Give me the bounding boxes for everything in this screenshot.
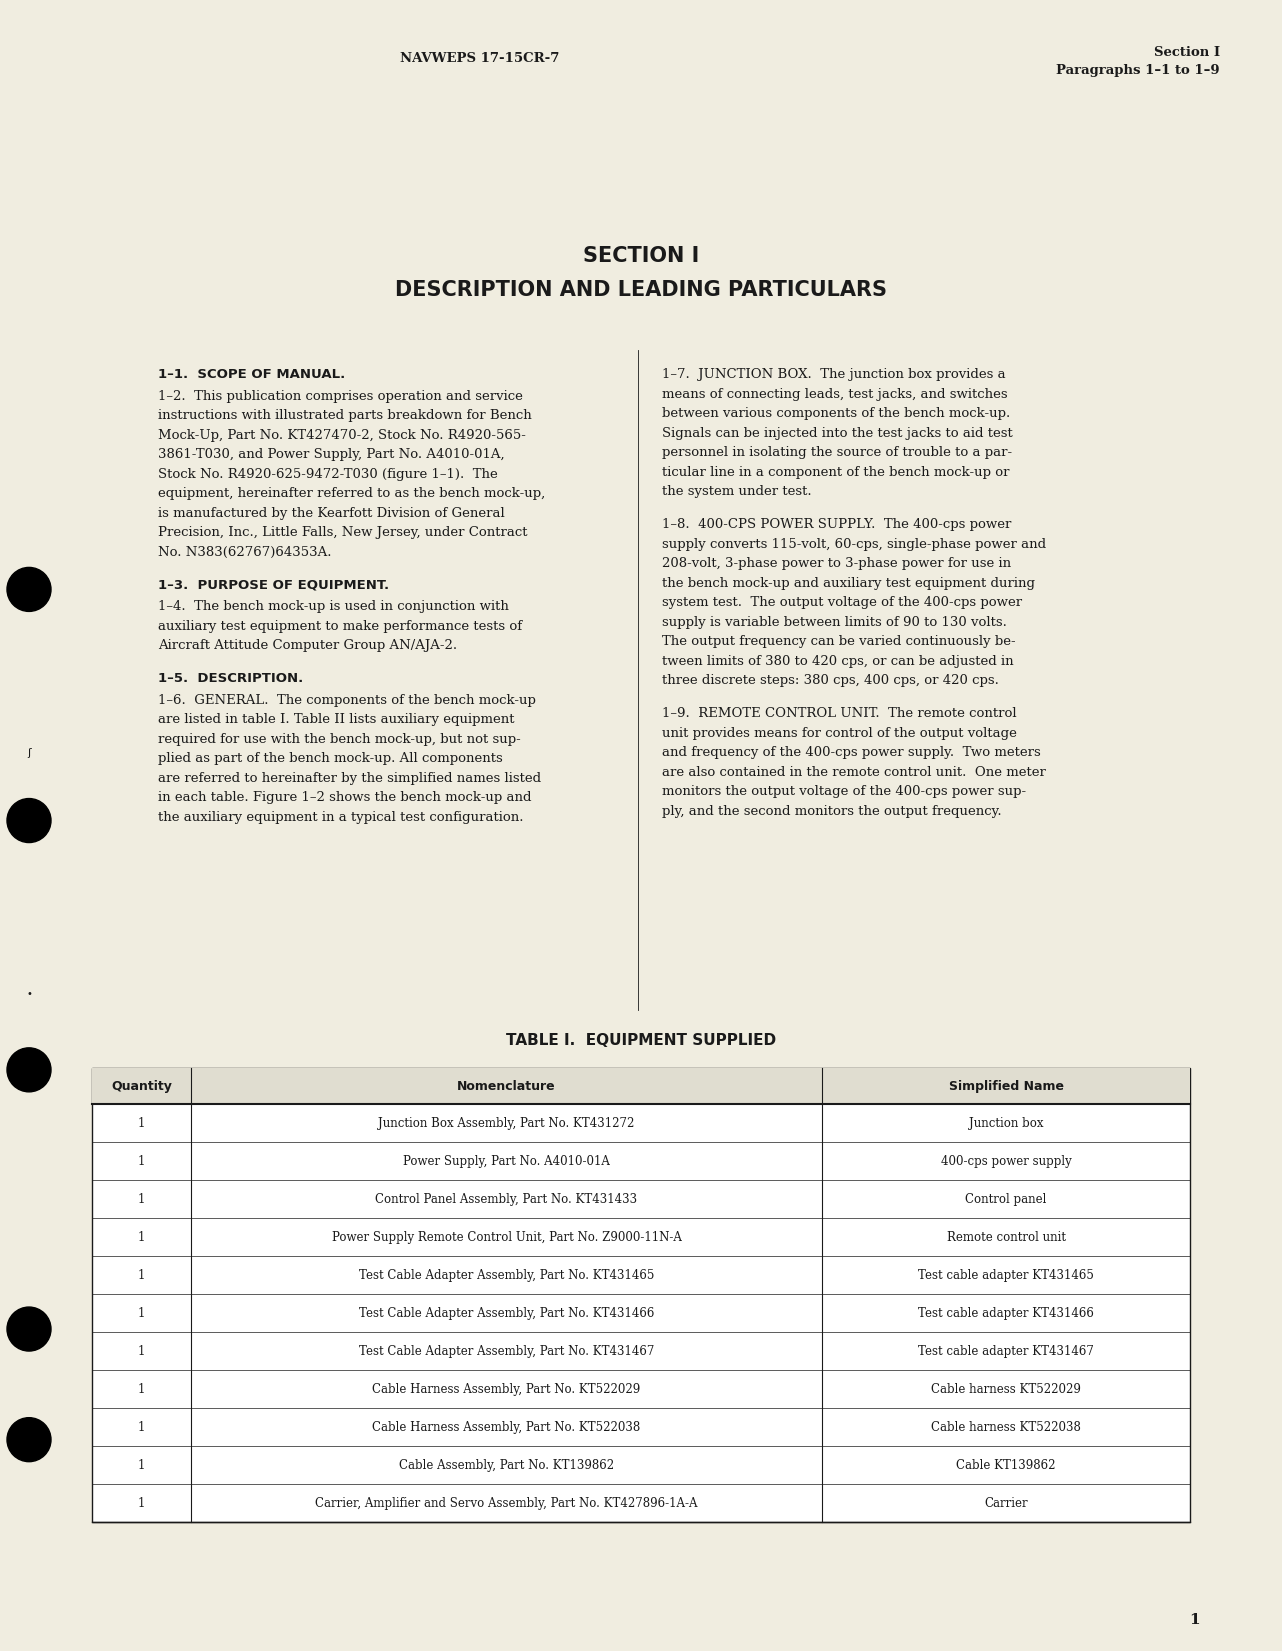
Circle shape — [6, 1308, 51, 1351]
Text: Precision, Inc., Little Falls, New Jersey, under Contract: Precision, Inc., Little Falls, New Jerse… — [158, 527, 527, 538]
Text: 1–3.  PURPOSE OF EQUIPMENT.: 1–3. PURPOSE OF EQUIPMENT. — [158, 578, 390, 591]
Text: SECTION I: SECTION I — [583, 246, 699, 266]
Text: Power Supply Remote Control Unit, Part No. Z9000-11N-A: Power Supply Remote Control Unit, Part N… — [332, 1230, 682, 1243]
Text: the bench mock-up and auxiliary test equipment during: the bench mock-up and auxiliary test equ… — [662, 576, 1035, 589]
Text: Junction box: Junction box — [969, 1116, 1044, 1129]
Text: 1: 1 — [137, 1268, 145, 1281]
Text: Cable Assembly, Part No. KT139862: Cable Assembly, Part No. KT139862 — [399, 1458, 614, 1471]
Text: supply is variable between limits of 90 to 130 volts.: supply is variable between limits of 90 … — [662, 616, 1006, 629]
Text: Quantity: Quantity — [112, 1080, 172, 1093]
Circle shape — [6, 799, 51, 842]
Text: 1: 1 — [137, 1458, 145, 1471]
Text: equipment, hereinafter referred to as the bench mock-up,: equipment, hereinafter referred to as th… — [158, 487, 545, 500]
Text: and frequency of the 400-cps power supply.  Two meters: and frequency of the 400-cps power suppl… — [662, 746, 1041, 759]
Text: TABLE I.  EQUIPMENT SUPPLIED: TABLE I. EQUIPMENT SUPPLIED — [506, 1032, 776, 1047]
Text: 1: 1 — [137, 1496, 145, 1509]
Text: personnel in isolating the source of trouble to a par-: personnel in isolating the source of tro… — [662, 446, 1011, 459]
Text: 1–7.  JUNCTION BOX.  The junction box provides a: 1–7. JUNCTION BOX. The junction box prov… — [662, 368, 1005, 381]
Bar — [92, 1068, 1190, 1105]
Text: Test cable adapter KT431466: Test cable adapter KT431466 — [918, 1306, 1094, 1319]
Text: 1–9.  REMOTE CONTROL UNIT.  The remote control: 1–9. REMOTE CONTROL UNIT. The remote con… — [662, 707, 1017, 720]
Text: is manufactured by the Kearfott Division of General: is manufactured by the Kearfott Division… — [158, 507, 505, 520]
Text: between various components of the bench mock-up.: between various components of the bench … — [662, 408, 1010, 419]
Text: Control panel: Control panel — [965, 1192, 1047, 1205]
Text: Test cable adapter KT431467: Test cable adapter KT431467 — [918, 1344, 1094, 1357]
Text: 1: 1 — [137, 1382, 145, 1395]
Text: system test.  The output voltage of the 400-cps power: system test. The output voltage of the 4… — [662, 596, 1022, 609]
Text: Simplified Name: Simplified Name — [949, 1080, 1064, 1093]
Text: NAVWEPS 17-15CR-7: NAVWEPS 17-15CR-7 — [400, 51, 560, 64]
Text: DESCRIPTION AND LEADING PARTICULARS: DESCRIPTION AND LEADING PARTICULARS — [395, 281, 887, 300]
Bar — [92, 1068, 1190, 1522]
Text: ʃ: ʃ — [27, 748, 31, 758]
Text: ply, and the second monitors the output frequency.: ply, and the second monitors the output … — [662, 804, 1001, 817]
Text: the auxiliary equipment in a typical test configuration.: the auxiliary equipment in a typical tes… — [158, 811, 523, 824]
Text: Mock-Up, Part No. KT427470-2, Stock No. R4920-565-: Mock-Up, Part No. KT427470-2, Stock No. … — [158, 429, 526, 441]
Text: 1–1.  SCOPE OF MANUAL.: 1–1. SCOPE OF MANUAL. — [158, 368, 345, 381]
Text: required for use with the bench mock-up, but not sup-: required for use with the bench mock-up,… — [158, 733, 520, 746]
Text: Test Cable Adapter Assembly, Part No. KT431467: Test Cable Adapter Assembly, Part No. KT… — [359, 1344, 654, 1357]
Text: Paragraphs 1–1 to 1–9: Paragraphs 1–1 to 1–9 — [1056, 63, 1220, 76]
Text: the system under test.: the system under test. — [662, 485, 812, 499]
Text: Cable Harness Assembly, Part No. KT522029: Cable Harness Assembly, Part No. KT52202… — [372, 1382, 641, 1395]
Text: 1: 1 — [137, 1344, 145, 1357]
Text: Cable Harness Assembly, Part No. KT522038: Cable Harness Assembly, Part No. KT52203… — [372, 1420, 641, 1433]
Text: are referred to hereinafter by the simplified names listed: are referred to hereinafter by the simpl… — [158, 771, 541, 784]
Text: 1–4.  The bench mock-up is used in conjunction with: 1–4. The bench mock-up is used in conjun… — [158, 601, 509, 613]
Text: 1–8.  400-CPS POWER SUPPLY.  The 400-cps power: 1–8. 400-CPS POWER SUPPLY. The 400-cps p… — [662, 518, 1011, 532]
Text: 400-cps power supply: 400-cps power supply — [941, 1154, 1072, 1167]
Text: Carrier, Amplifier and Servo Assembly, Part No. KT427896-1A-A: Carrier, Amplifier and Servo Assembly, P… — [315, 1496, 697, 1509]
Text: monitors the output voltage of the 400-cps power sup-: monitors the output voltage of the 400-c… — [662, 786, 1026, 799]
Text: Carrier: Carrier — [985, 1496, 1028, 1509]
Text: 1: 1 — [137, 1192, 145, 1205]
Text: 208-volt, 3-phase power to 3-phase power for use in: 208-volt, 3-phase power to 3-phase power… — [662, 556, 1011, 570]
Text: Stock No. R4920-625-9472-T030 (figure 1–1).  The: Stock No. R4920-625-9472-T030 (figure 1–… — [158, 467, 497, 480]
Text: Test cable adapter KT431465: Test cable adapter KT431465 — [918, 1268, 1094, 1281]
Text: 1: 1 — [137, 1306, 145, 1319]
Text: instructions with illustrated parts breakdown for Bench: instructions with illustrated parts brea… — [158, 409, 532, 423]
Text: 1: 1 — [137, 1116, 145, 1129]
Text: Signals can be injected into the test jacks to aid test: Signals can be injected into the test ja… — [662, 426, 1013, 439]
Circle shape — [6, 568, 51, 611]
Text: No. N383(62767)64353A.: No. N383(62767)64353A. — [158, 545, 332, 558]
Text: Aircraft Attitude Computer Group AN/AJA-2.: Aircraft Attitude Computer Group AN/AJA-… — [158, 639, 458, 652]
Text: are also contained in the remote control unit.  One meter: are also contained in the remote control… — [662, 766, 1046, 779]
Text: 1: 1 — [1190, 1613, 1200, 1626]
Circle shape — [6, 1048, 51, 1091]
Text: Control Panel Assembly, Part No. KT431433: Control Panel Assembly, Part No. KT43143… — [376, 1192, 637, 1205]
Text: auxiliary test equipment to make performance tests of: auxiliary test equipment to make perform… — [158, 619, 522, 632]
Text: in each table. Figure 1–2 shows the bench mock-up and: in each table. Figure 1–2 shows the benc… — [158, 791, 532, 804]
Text: unit provides means for control of the output voltage: unit provides means for control of the o… — [662, 726, 1017, 740]
Text: 1: 1 — [137, 1230, 145, 1243]
Text: 1–5.  DESCRIPTION.: 1–5. DESCRIPTION. — [158, 672, 304, 685]
Text: Cable harness KT522038: Cable harness KT522038 — [931, 1420, 1081, 1433]
Text: Power Supply, Part No. A4010-01A: Power Supply, Part No. A4010-01A — [403, 1154, 610, 1167]
Text: Cable KT139862: Cable KT139862 — [956, 1458, 1056, 1471]
Text: 1: 1 — [137, 1154, 145, 1167]
Text: •: • — [26, 989, 32, 999]
Text: are listed in table I. Table II lists auxiliary equipment: are listed in table I. Table II lists au… — [158, 713, 514, 726]
Text: three discrete steps: 380 cps, 400 cps, or 420 cps.: three discrete steps: 380 cps, 400 cps, … — [662, 674, 999, 687]
Text: 1–2.  This publication comprises operation and service: 1–2. This publication comprises operatio… — [158, 390, 523, 403]
Text: 1–6.  GENERAL.  The components of the bench mock-up: 1–6. GENERAL. The components of the benc… — [158, 693, 536, 707]
Text: Cable harness KT522029: Cable harness KT522029 — [931, 1382, 1081, 1395]
Text: ticular line in a component of the bench mock-up or: ticular line in a component of the bench… — [662, 466, 1009, 479]
Text: 1: 1 — [137, 1420, 145, 1433]
Text: tween limits of 380 to 420 cps, or can be adjusted in: tween limits of 380 to 420 cps, or can b… — [662, 655, 1014, 667]
Text: plied as part of the bench mock-up. All components: plied as part of the bench mock-up. All … — [158, 753, 503, 766]
Text: 3861-T030, and Power Supply, Part No. A4010-01A,: 3861-T030, and Power Supply, Part No. A4… — [158, 447, 505, 461]
Text: supply converts 115-volt, 60-cps, single-phase power and: supply converts 115-volt, 60-cps, single… — [662, 538, 1046, 551]
Text: Junction Box Assembly, Part No. KT431272: Junction Box Assembly, Part No. KT431272 — [378, 1116, 635, 1129]
Text: Remote control unit: Remote control unit — [946, 1230, 1065, 1243]
Text: Test Cable Adapter Assembly, Part No. KT431466: Test Cable Adapter Assembly, Part No. KT… — [359, 1306, 654, 1319]
Text: The output frequency can be varied continuously be-: The output frequency can be varied conti… — [662, 636, 1015, 649]
Text: Test Cable Adapter Assembly, Part No. KT431465: Test Cable Adapter Assembly, Part No. KT… — [359, 1268, 654, 1281]
Text: Section I: Section I — [1154, 46, 1220, 58]
Circle shape — [6, 1418, 51, 1461]
Text: means of connecting leads, test jacks, and switches: means of connecting leads, test jacks, a… — [662, 388, 1008, 401]
Text: Nomenclature: Nomenclature — [458, 1080, 556, 1093]
